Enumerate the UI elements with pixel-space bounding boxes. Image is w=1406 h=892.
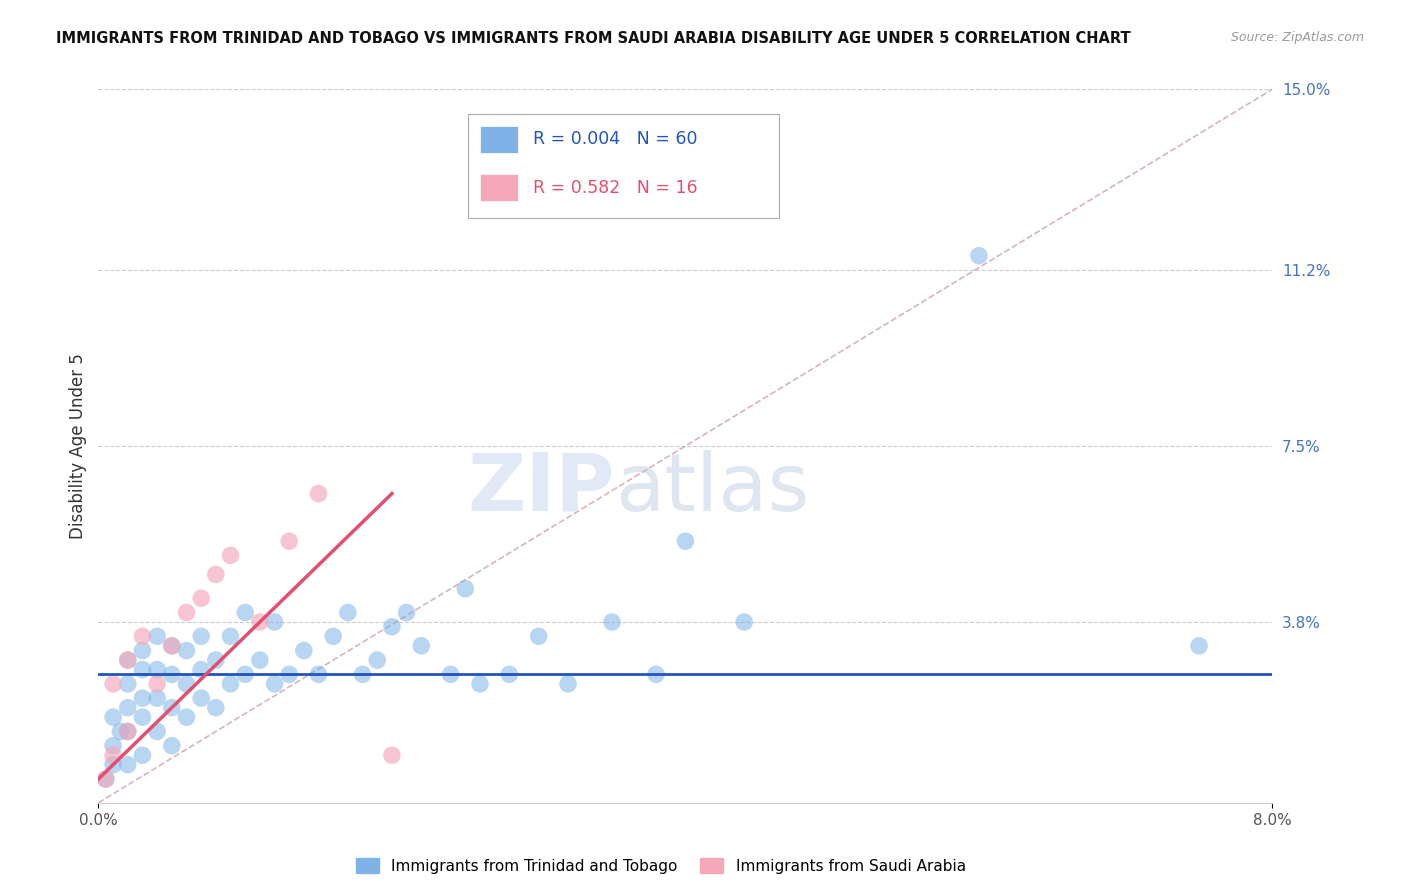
Point [146,691,169,706]
Point [278,667,301,681]
Point [101,677,124,691]
Point [308,486,330,500]
Point [146,663,169,677]
Point [468,677,491,691]
Point [249,615,271,629]
Point [146,629,169,643]
Point [101,748,124,763]
Point [131,710,153,724]
Point [160,639,183,653]
Point [190,663,212,677]
Point [219,549,242,563]
Point [454,582,477,596]
Point [733,615,755,629]
Point [131,643,153,657]
Point [645,667,668,681]
Point [219,629,242,643]
Text: atlas: atlas [614,450,810,528]
FancyBboxPatch shape [479,175,517,202]
Point [101,710,124,724]
Point [600,615,623,629]
FancyBboxPatch shape [468,114,779,218]
Point [117,677,139,691]
Text: Source: ZipAtlas.com: Source: ZipAtlas.com [1230,31,1364,45]
Point [233,606,256,620]
Point [176,643,198,657]
Point [395,606,418,620]
Point [249,653,271,667]
Point [205,567,228,582]
Text: IMMIGRANTS FROM TRINIDAD AND TOBAGO VS IMMIGRANTS FROM SAUDI ARABIA DISABILITY A: IMMIGRANTS FROM TRINIDAD AND TOBAGO VS I… [56,31,1130,46]
Point [263,615,285,629]
Point [94,772,117,786]
Point [190,591,212,606]
Point [176,710,198,724]
Point [117,653,139,667]
Point [160,739,183,753]
Point [117,757,139,772]
Point [322,629,344,643]
Point [381,620,404,634]
Point [131,691,153,706]
Text: R = 0.582   N = 16: R = 0.582 N = 16 [533,178,697,196]
Point [1188,639,1211,653]
Point [352,667,374,681]
Point [440,667,463,681]
Point [94,772,117,786]
FancyBboxPatch shape [479,126,517,153]
Point [381,748,404,763]
Point [131,629,153,643]
Point [498,667,520,681]
Point [233,667,256,681]
Text: R = 0.004   N = 60: R = 0.004 N = 60 [533,130,697,148]
Point [219,677,242,691]
Point [101,739,124,753]
Point [675,534,697,549]
Point [146,677,169,691]
Point [190,691,212,706]
Point [117,724,139,739]
Point [117,700,139,714]
Point [967,249,990,263]
Point [205,653,228,667]
Point [117,653,139,667]
Point [110,724,132,739]
Y-axis label: Disability Age Under 5: Disability Age Under 5 [69,353,87,539]
Point [205,700,228,714]
Point [411,639,433,653]
Point [101,757,124,772]
Point [131,663,153,677]
Point [190,629,212,643]
Point [278,534,301,549]
Point [176,677,198,691]
Point [160,639,183,653]
Point [117,724,139,739]
Point [176,606,198,620]
Point [131,748,153,763]
Text: ZIP: ZIP [468,450,614,528]
Point [146,724,169,739]
Point [263,677,285,691]
Point [527,629,550,643]
Point [160,700,183,714]
Point [366,653,388,667]
Point [308,667,330,681]
Legend: Immigrants from Trinidad and Tobago, Immigrants from Saudi Arabia: Immigrants from Trinidad and Tobago, Imm… [350,852,972,880]
Point [292,643,315,657]
Point [557,677,579,691]
Point [160,667,183,681]
Point [336,606,359,620]
